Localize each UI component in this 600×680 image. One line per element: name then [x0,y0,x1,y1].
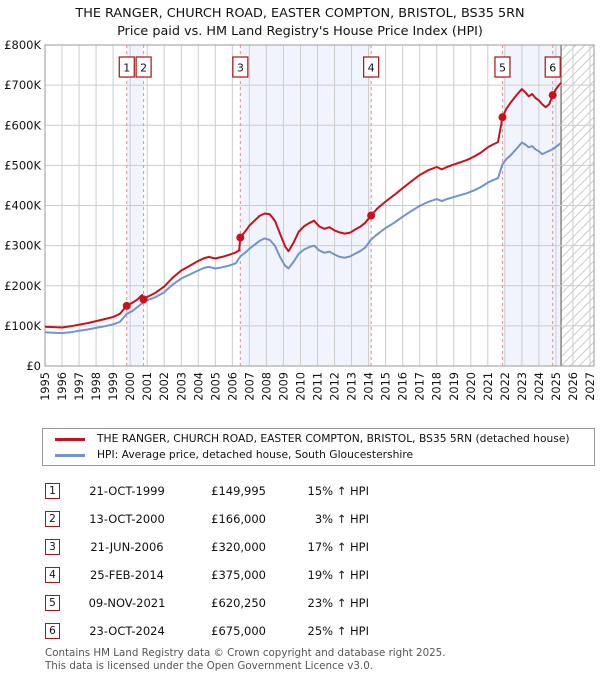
svg-text:£400K: £400K [4,199,41,213]
svg-text:2025: 2025 [550,372,563,401]
svg-text:£100K: £100K [4,319,41,333]
footer-line-2: This data is licensed under the Open Gov… [45,659,374,672]
sale-price: £675,000 [211,624,266,638]
sale-date: 21-OCT-1999 [89,484,165,498]
page-title: THE RANGER, CHURCH ROAD, EASTER COMPTON,… [75,6,525,21]
svg-text:£500K: £500K [4,158,41,172]
sales-table: 1 21-OCT-1999 £149,995 15% ↑ HPI 2 13-OCT-200… [45,477,585,645]
svg-text:2009: 2009 [277,372,290,401]
svg-text:£600K: £600K [4,118,41,132]
legend-item-price: THE RANGER, CHURCH ROAD, EASTER COMPTON,… [43,433,594,445]
svg-text:2: 2 [140,62,147,75]
svg-text:5: 5 [499,62,506,75]
svg-text:2002: 2002 [158,372,171,401]
page-subtitle: Price paid vs. HM Land Registry's House … [117,24,483,39]
svg-text:2024: 2024 [533,372,546,401]
svg-text:1997: 1997 [73,372,86,401]
sale-row: 5 09-NOV-2021 £620,250 23% ↑ HPI [45,589,585,617]
sale-price: £620,250 [211,596,266,610]
svg-text:2023: 2023 [516,372,529,401]
sale-row: 2 13-OCT-2000 £166,000 3% ↑ HPI [45,505,585,533]
hpi-line-swatch [55,453,85,457]
sale-number-badge: 5 [45,595,60,611]
sale-row: 1 21-OCT-1999 £149,995 15% ↑ HPI [45,477,585,505]
sale-vs-hpi: 23% ↑ HPI [307,596,369,610]
legend-label-price: THE RANGER, CHURCH ROAD, EASTER COMPTON,… [97,432,570,445]
svg-text:2007: 2007 [243,372,256,401]
sale-number-badge: 1 [45,483,60,499]
sale-date: 25-FEB-2014 [90,568,164,582]
sale-row: 4 25-FEB-2014 £375,000 19% ↑ HPI [45,561,585,589]
sale-dots [122,91,557,310]
svg-text:2008: 2008 [260,372,273,401]
svg-text:2001: 2001 [141,372,154,401]
price-chart: 1 2 3 4 5 6 £0 £100K £200K £300K £400K £500K £600K £7… [4,38,597,401]
svg-text:2012: 2012 [329,372,342,401]
sale-price: £320,000 [211,540,266,554]
svg-text:2010: 2010 [294,372,307,401]
sale-price: £375,000 [211,568,266,582]
chart-legend: THE RANGER, CHURCH ROAD, EASTER COMPTON,… [42,428,595,466]
svg-text:2026: 2026 [567,372,580,401]
svg-text:2027: 2027 [584,372,597,401]
sale-number-badge: 4 [45,567,60,583]
svg-text:2006: 2006 [226,372,239,401]
sale-vs-hpi: 19% ↑ HPI [307,568,369,582]
svg-text:2021: 2021 [482,372,495,401]
sale-date: 13-OCT-2000 [89,512,165,526]
svg-text:2011: 2011 [312,372,325,401]
svg-text:2017: 2017 [414,372,427,401]
svg-text:2015: 2015 [380,372,393,401]
svg-text:1999: 1999 [107,372,120,401]
svg-text:6: 6 [549,62,556,75]
svg-text:1: 1 [123,62,130,75]
sale-vs-hpi: 17% ↑ HPI [307,540,369,554]
sale-price: £149,995 [211,484,266,498]
footer-line-1: Contains HM Land Registry data © Crown c… [45,647,446,659]
x-axis-labels: 1995 1996 1997 1998 1999 2000 2001 2002 2003 2004… [39,372,597,401]
sale-price: £166,000 [211,512,266,526]
svg-text:2020: 2020 [465,372,478,401]
svg-text:£200K: £200K [4,279,41,293]
svg-text:£300K: £300K [4,239,41,253]
y-axis-labels: £0 £100K £200K £300K £400K £500K £600K £700K £80… [4,38,41,373]
svg-text:3: 3 [237,62,244,75]
legend-label-hpi: HPI: Average price, detached house, Sout… [97,448,414,461]
sale-row: 6 23-OCT-2024 £675,000 25% ↑ HPI [45,617,585,645]
svg-text:£800K: £800K [4,38,41,52]
sale-vs-hpi: 25% ↑ HPI [307,624,369,638]
svg-text:2022: 2022 [499,372,512,401]
sale-row: 3 21-JUN-2006 £320,000 17% ↑ HPI [45,533,585,561]
sale-number-badge: 6 [45,623,60,639]
svg-text:2019: 2019 [448,372,461,401]
price-line-swatch [55,437,85,441]
svg-text:1998: 1998 [90,372,103,401]
svg-text:£700K: £700K [4,78,41,92]
sale-date: 21-JUN-2006 [90,540,164,554]
svg-text:2018: 2018 [431,372,444,401]
legend-item-hpi: HPI: Average price, detached house, Sout… [43,449,594,461]
sale-date: 09-NOV-2021 [88,596,166,610]
sale-vs-hpi: 3% ↑ HPI [314,512,369,526]
footer: Contains HM Land Registry data © Crown c… [45,647,446,672]
svg-text:4: 4 [368,62,375,75]
sale-vs-hpi: 15% ↑ HPI [307,484,369,498]
svg-text:2013: 2013 [346,372,359,401]
svg-text:2003: 2003 [175,372,188,401]
sale-number-badge: 3 [45,539,60,555]
plot-border [44,44,595,367]
svg-text:1995: 1995 [39,372,52,401]
svg-text:2004: 2004 [192,372,205,401]
svg-text:2005: 2005 [209,372,222,401]
svg-text:2000: 2000 [124,372,137,401]
svg-text:£0: £0 [26,359,41,373]
sale-date: 23-OCT-2024 [89,624,165,638]
svg-text:2014: 2014 [363,372,376,401]
svg-text:2016: 2016 [397,372,410,401]
sale-number-badge: 2 [45,511,60,527]
svg-text:1996: 1996 [56,372,69,401]
